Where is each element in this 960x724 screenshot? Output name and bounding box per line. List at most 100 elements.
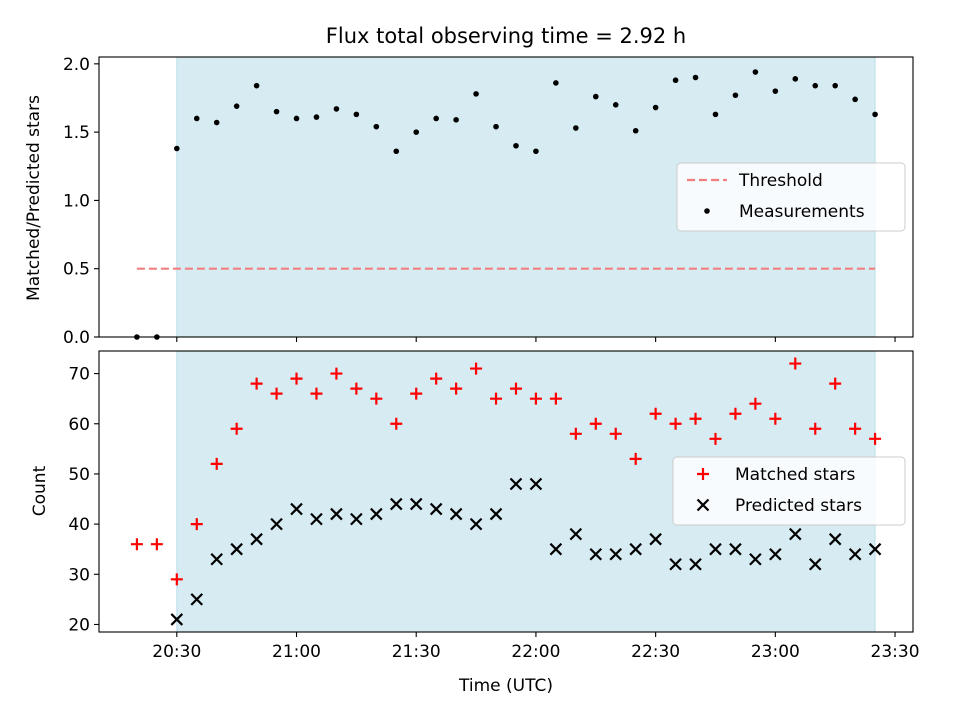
data-point (330, 507, 343, 521)
data-point (150, 538, 163, 551)
data-point (549, 392, 562, 405)
data-point (373, 123, 380, 130)
data-point (513, 142, 519, 149)
data-point (413, 129, 420, 135)
data-point (848, 547, 862, 561)
data-point (130, 538, 143, 551)
data-point (310, 512, 323, 526)
data-point (450, 382, 463, 395)
data-point (273, 108, 280, 115)
data-point (589, 547, 603, 561)
data-point (808, 557, 822, 571)
data-point (170, 573, 183, 586)
data-point (609, 547, 623, 561)
x-tick-label: 23:30 (871, 642, 920, 662)
data-point (490, 392, 503, 405)
data-point (453, 117, 459, 123)
y-tick-label: 40 (68, 515, 90, 535)
data-point (752, 69, 759, 75)
data-point (170, 613, 184, 626)
y-tick-label: 1.5 (63, 123, 90, 143)
data-point (390, 417, 403, 430)
data-point (210, 552, 223, 566)
data-point (852, 96, 858, 103)
y-tick-label: 60 (68, 415, 90, 435)
data-point (270, 387, 283, 400)
data-point (789, 527, 802, 541)
x-tick-label: 21:30 (392, 642, 441, 662)
data-point (812, 82, 819, 89)
y-axis-label-top: Matched/Predicted stars (24, 95, 44, 301)
data-point (828, 532, 842, 546)
data-point (712, 111, 719, 118)
data-point (190, 593, 204, 606)
data-point (473, 91, 479, 97)
legend: Threshold Measurements (676, 162, 906, 232)
data-point (772, 88, 779, 94)
data-point (549, 542, 563, 556)
data-point (669, 417, 682, 430)
data-point (609, 427, 622, 440)
legend-label: Threshold (738, 171, 823, 191)
data-point (353, 111, 360, 118)
axes-frame (98, 56, 914, 338)
data-point (470, 362, 483, 375)
y-tick-label: 50 (68, 465, 90, 485)
data-point (869, 432, 882, 445)
data-point (389, 497, 403, 511)
data-point (652, 104, 659, 111)
data-point (792, 76, 799, 82)
data-point (250, 377, 263, 390)
data-point (174, 145, 180, 152)
y-tick-label: 20 (68, 615, 90, 635)
data-point (689, 557, 702, 571)
chart-title: Flux total observing time = 2.92 h (326, 24, 686, 48)
data-point (689, 412, 702, 425)
y-tick-label: 30 (68, 565, 90, 585)
legend-label: Predicted stars (735, 496, 862, 516)
data-point (233, 103, 240, 109)
data-point (489, 507, 503, 521)
data-point (253, 82, 260, 89)
data-point (573, 125, 579, 131)
legend-label: Measurements (739, 202, 865, 222)
x-tick-label: 22:30 (631, 642, 680, 662)
y-tick-label: 0.0 (63, 328, 90, 348)
data-point (769, 547, 782, 561)
data-point (592, 93, 599, 100)
data-point (330, 367, 343, 380)
series-predicted-stars (170, 477, 882, 626)
data-point (749, 397, 762, 410)
data-point (529, 392, 542, 405)
data-point (509, 382, 522, 395)
data-point (629, 542, 642, 556)
data-point (250, 532, 263, 546)
data-point (350, 382, 363, 395)
x-tick-label: 20:30 (152, 642, 201, 662)
legend-swatch (697, 468, 709, 480)
panels-layer: 0.0 0.5 1.0 1.5 2.0 Threshold Measurements 20 30… (63, 55, 920, 662)
data-point (313, 114, 320, 120)
legend-box (672, 456, 906, 526)
data-point (190, 518, 203, 531)
data-point (230, 542, 243, 556)
legend-swatch (704, 208, 710, 214)
data-point (868, 542, 882, 556)
legend-swatch (696, 498, 710, 512)
data-point (569, 527, 583, 541)
data-point (649, 407, 662, 420)
legend-box (676, 162, 906, 232)
data-point (789, 357, 802, 370)
panel-1: 20 30 40 50 60 70 20:30 21:00 21:30 22:00 22:30 23:… (68, 350, 920, 662)
y-tick-label: 2.0 (63, 55, 90, 75)
y-tick-label: 70 (68, 365, 90, 385)
data-point (230, 422, 243, 435)
data-point (429, 502, 443, 516)
x-tick-label: 21:00 (272, 642, 321, 662)
data-point (270, 517, 283, 531)
data-point (709, 542, 722, 556)
data-point (569, 427, 582, 440)
data-point (290, 502, 303, 516)
